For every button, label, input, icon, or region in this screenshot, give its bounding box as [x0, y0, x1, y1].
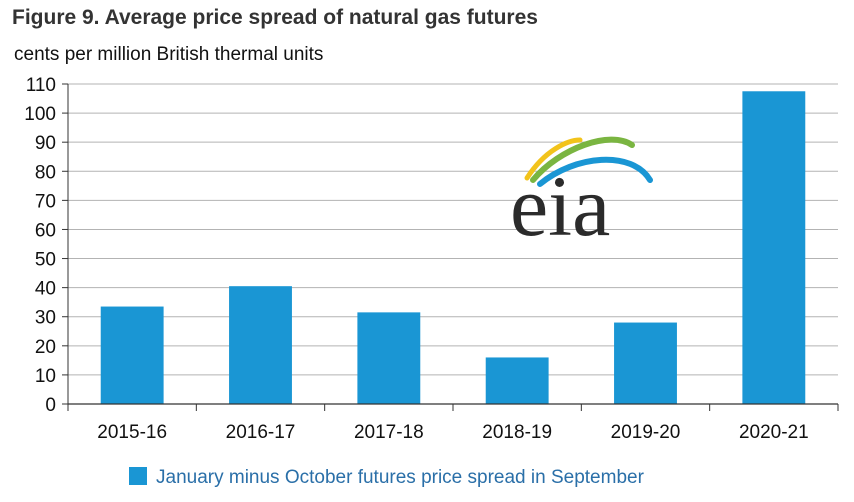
bar-2015-16	[100, 306, 164, 404]
bar-2018-19	[485, 357, 549, 404]
y-tick-label: 110	[26, 75, 56, 96]
y-tick-label: 40	[35, 279, 56, 300]
x-tick-label: 2020-21	[739, 422, 809, 443]
x-tick-label: 2018-19	[482, 422, 552, 443]
y-tick-label: 10	[35, 366, 56, 387]
chart-title: Figure 9. Average price spread of natura…	[12, 6, 538, 29]
y-tick-label: 30	[35, 308, 56, 329]
y-tick-label: 70	[35, 191, 56, 212]
bar-2020-21	[742, 91, 806, 404]
logo-swoosh-blue	[537, 156, 653, 187]
y-tick-labels: 0 10 20 30 40 50 60 70 80 90 100 110	[24, 75, 56, 416]
x-tick-label: 2019-20	[611, 422, 681, 443]
axes	[62, 83, 839, 411]
logo-text: eia	[510, 158, 610, 254]
bar-2016-17	[229, 286, 292, 404]
eia-logo: eia	[510, 136, 653, 254]
bar-2019-20	[614, 322, 677, 404]
x-tick-label: 2016-17	[226, 422, 296, 443]
y-tick-label: 80	[35, 162, 56, 183]
x-tick-label: 2015-16	[97, 422, 167, 443]
y-tick-label: 60	[35, 220, 56, 241]
x-tick-label: 2017-18	[354, 422, 424, 443]
legend: January minus October futures price spre…	[129, 467, 645, 488]
y-tick-label: 50	[35, 250, 56, 271]
chart-subtitle: cents per million British thermal units	[14, 44, 324, 65]
gridlines	[68, 83, 838, 376]
x-tick-labels: 2015-16 2016-17 2017-18 2018-19 2019-20 2020-…	[97, 422, 808, 443]
bar-2017-18	[357, 312, 421, 404]
y-tick-label: 20	[35, 337, 56, 358]
logo-swoosh-yellow	[524, 137, 583, 181]
y-tick-label: 100	[24, 104, 56, 125]
legend-label: January minus October futures price spre…	[156, 467, 645, 488]
logo-swoosh-green	[530, 136, 635, 183]
bars	[100, 91, 806, 404]
y-tick-label: 90	[35, 133, 56, 154]
y-tick-label: 0	[45, 395, 56, 416]
legend-swatch	[129, 467, 147, 485]
